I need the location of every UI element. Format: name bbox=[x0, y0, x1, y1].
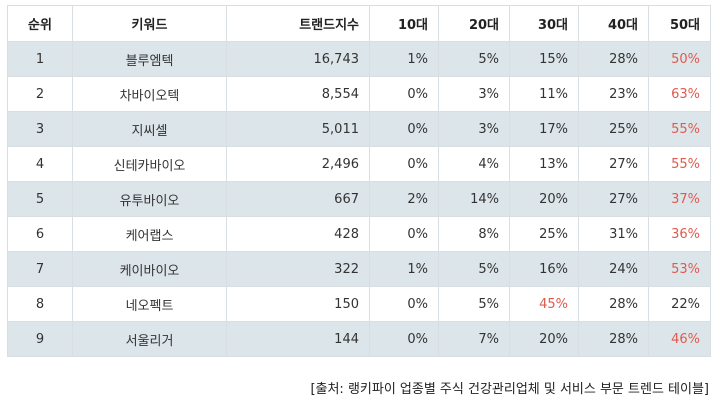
header-age-40s: 40대 bbox=[578, 5, 649, 42]
cell-keyword: 신테카바이오 bbox=[72, 146, 227, 182]
cell-age-40s: 23% bbox=[578, 76, 649, 112]
table-row: 6 케어랩스 428 0% 8% 25% 31% 36% bbox=[7, 216, 711, 252]
cell-age-50s: 37% bbox=[648, 181, 711, 217]
cell-rank: 1 bbox=[7, 41, 73, 77]
cell-trend-index: 144 bbox=[226, 321, 370, 357]
cell-keyword: 차바이오텍 bbox=[72, 76, 227, 112]
trend-table: 순위 키워드 트랜드지수 10대 20대 30대 40대 50대 1 블루엠텍 16… bbox=[7, 5, 711, 357]
table-row: 7 케이바이오 322 1% 5% 16% 24% 53% bbox=[7, 251, 711, 287]
cell-rank: 4 bbox=[7, 146, 73, 182]
table-row: 1 블루엠텍 16,743 1% 5% 15% 28% 50% bbox=[7, 41, 711, 77]
source-caption: [출처: 랭키파이 업종별 주식 건강관리업체 및 서비스 부문 트렌드 테이블… bbox=[310, 382, 709, 397]
cell-age-40s: 28% bbox=[578, 41, 649, 77]
cell-keyword: 네오펙트 bbox=[72, 286, 227, 322]
cell-age-50s: 46% bbox=[648, 321, 711, 357]
cell-age-40s: 25% bbox=[578, 111, 649, 147]
cell-age-50s: 53% bbox=[648, 251, 711, 287]
cell-rank: 2 bbox=[7, 76, 73, 112]
cell-age-40s: 27% bbox=[578, 181, 649, 217]
cell-trend-index: 16,743 bbox=[226, 41, 370, 77]
cell-rank: 3 bbox=[7, 111, 73, 147]
cell-keyword: 지씨셀 bbox=[72, 111, 227, 147]
cell-age-20s: 7% bbox=[438, 321, 510, 357]
table-row: 4 신테카바이오 2,496 0% 4% 13% 27% 55% bbox=[7, 146, 711, 182]
cell-age-40s: 24% bbox=[578, 251, 649, 287]
cell-age-10s: 1% bbox=[369, 41, 439, 77]
header-age-10s: 10대 bbox=[369, 5, 439, 42]
cell-age-40s: 31% bbox=[578, 216, 649, 252]
cell-age-10s: 0% bbox=[369, 146, 439, 182]
header-trend-index: 트랜드지수 bbox=[226, 5, 370, 42]
cell-age-30s: 11% bbox=[509, 76, 579, 112]
cell-trend-index: 8,554 bbox=[226, 76, 370, 112]
cell-age-40s: 28% bbox=[578, 321, 649, 357]
table-row: 2 차바이오텍 8,554 0% 3% 11% 23% 63% bbox=[7, 76, 711, 112]
cell-age-30s: 16% bbox=[509, 251, 579, 287]
cell-trend-index: 2,496 bbox=[226, 146, 370, 182]
cell-age-40s: 28% bbox=[578, 286, 649, 322]
cell-age-20s: 3% bbox=[438, 76, 510, 112]
table-row: 3 지씨셀 5,011 0% 3% 17% 25% 55% bbox=[7, 111, 711, 147]
cell-age-20s: 5% bbox=[438, 41, 510, 77]
cell-age-30s: 13% bbox=[509, 146, 579, 182]
cell-trend-index: 428 bbox=[226, 216, 370, 252]
header-age-20s: 20대 bbox=[438, 5, 510, 42]
cell-rank: 9 bbox=[7, 321, 73, 357]
cell-rank: 5 bbox=[7, 181, 73, 217]
cell-age-50s: 55% bbox=[648, 146, 711, 182]
cell-age-50s: 22% bbox=[648, 286, 711, 322]
cell-age-10s: 1% bbox=[369, 251, 439, 287]
cell-age-10s: 0% bbox=[369, 321, 439, 357]
cell-rank: 8 bbox=[7, 286, 73, 322]
cell-keyword: 서울리거 bbox=[72, 321, 227, 357]
cell-trend-index: 667 bbox=[226, 181, 370, 217]
cell-age-30s: 15% bbox=[509, 41, 579, 77]
cell-age-50s: 55% bbox=[648, 111, 711, 147]
cell-age-30s: 20% bbox=[509, 181, 579, 217]
cell-age-30s: 45% bbox=[509, 286, 579, 322]
cell-keyword: 블루엠텍 bbox=[72, 41, 227, 77]
cell-age-50s: 50% bbox=[648, 41, 711, 77]
cell-age-50s: 63% bbox=[648, 76, 711, 112]
cell-age-20s: 5% bbox=[438, 286, 510, 322]
cell-age-30s: 20% bbox=[509, 321, 579, 357]
cell-age-30s: 17% bbox=[509, 111, 579, 147]
cell-age-10s: 2% bbox=[369, 181, 439, 217]
cell-age-20s: 5% bbox=[438, 251, 510, 287]
header-age-50s: 50대 bbox=[648, 5, 711, 42]
table-body: 1 블루엠텍 16,743 1% 5% 15% 28% 50% 2 차바이오텍 8,554 0% 3% 1… bbox=[7, 41, 711, 357]
cell-trend-index: 322 bbox=[226, 251, 370, 287]
header-age-30s: 30대 bbox=[509, 5, 579, 42]
cell-age-20s: 4% bbox=[438, 146, 510, 182]
cell-age-10s: 0% bbox=[369, 286, 439, 322]
cell-keyword: 케이바이오 bbox=[72, 251, 227, 287]
cell-trend-index: 150 bbox=[226, 286, 370, 322]
cell-age-40s: 27% bbox=[578, 146, 649, 182]
cell-age-20s: 3% bbox=[438, 111, 510, 147]
cell-age-50s: 36% bbox=[648, 216, 711, 252]
table-row: 5 유투바이오 667 2% 14% 20% 27% 37% bbox=[7, 181, 711, 217]
table-row: 9 서울리거 144 0% 7% 20% 28% 46% bbox=[7, 321, 711, 357]
table-header-row: 순위 키워드 트랜드지수 10대 20대 30대 40대 50대 bbox=[7, 5, 711, 42]
cell-age-10s: 0% bbox=[369, 76, 439, 112]
cell-rank: 6 bbox=[7, 216, 73, 252]
cell-age-10s: 0% bbox=[369, 216, 439, 252]
cell-age-10s: 0% bbox=[369, 111, 439, 147]
header-keyword: 키워드 bbox=[72, 5, 227, 42]
cell-keyword: 유투바이오 bbox=[72, 181, 227, 217]
cell-trend-index: 5,011 bbox=[226, 111, 370, 147]
cell-age-20s: 14% bbox=[438, 181, 510, 217]
cell-age-20s: 8% bbox=[438, 216, 510, 252]
cell-keyword: 케어랩스 bbox=[72, 216, 227, 252]
cell-rank: 7 bbox=[7, 251, 73, 287]
header-rank: 순위 bbox=[7, 5, 73, 42]
table-row: 8 네오펙트 150 0% 5% 45% 28% 22% bbox=[7, 286, 711, 322]
cell-age-30s: 25% bbox=[509, 216, 579, 252]
